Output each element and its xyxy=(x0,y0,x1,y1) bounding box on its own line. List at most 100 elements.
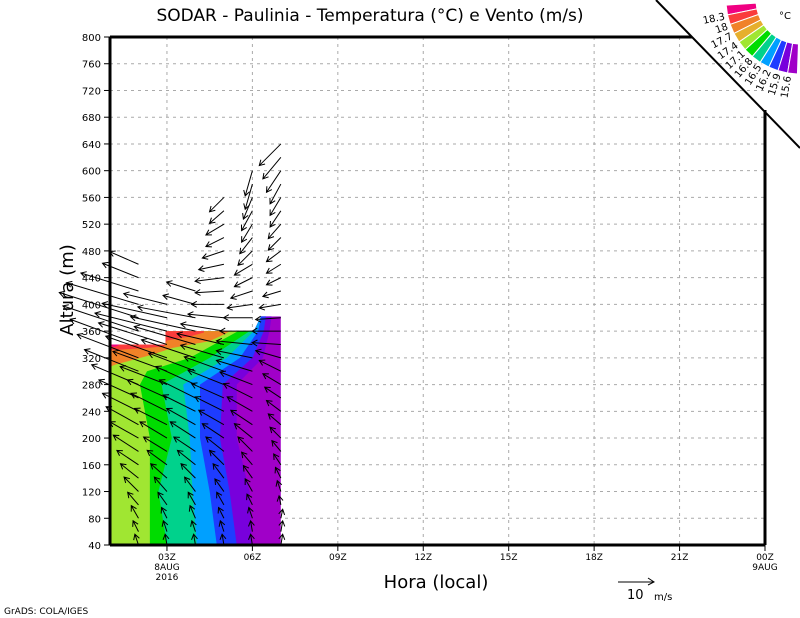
wind-vector xyxy=(130,504,139,519)
wind-vector xyxy=(169,421,196,439)
wind-vector xyxy=(242,464,253,479)
wind-vector xyxy=(126,378,168,399)
wind-vector xyxy=(150,463,168,479)
wind-vector xyxy=(218,519,226,532)
wind-vector xyxy=(119,365,168,386)
y-tick-label: 240 xyxy=(82,407,101,418)
x-tick-date: 8AUG xyxy=(154,563,179,573)
wind-vector xyxy=(208,449,225,466)
legend-label: 18.3 xyxy=(702,12,726,27)
chart-title: SODAR - Paulinia - Temperatura (°C) e Ve… xyxy=(156,6,583,26)
wind-vector xyxy=(162,293,196,305)
wind-vector xyxy=(122,291,168,305)
y-tick-label: 400 xyxy=(82,300,101,311)
wind-vector xyxy=(215,358,253,372)
wind-vector xyxy=(158,379,196,399)
wind-vector xyxy=(153,476,168,492)
legend-swatch xyxy=(787,42,799,75)
wind-vector xyxy=(179,321,224,332)
x-tick-label: 15Z xyxy=(500,553,518,563)
y-tick-label: 800 xyxy=(82,33,101,44)
wind-vector xyxy=(165,407,196,426)
y-tick-label: 560 xyxy=(82,193,101,204)
wind-vector xyxy=(205,436,225,452)
wind-vector xyxy=(93,310,168,332)
x-tick-year: 2016 xyxy=(156,573,179,583)
wind-vector xyxy=(180,463,196,479)
wind-vector xyxy=(101,261,139,279)
wind-vector xyxy=(205,223,225,236)
wind-vector xyxy=(258,143,282,167)
wind-vector xyxy=(194,396,225,412)
wind-vector xyxy=(267,237,282,251)
wind-vector xyxy=(101,301,168,319)
reference-unit: m/s xyxy=(654,592,672,603)
wind-vector xyxy=(188,504,196,519)
x-tick-label: 03Z xyxy=(158,553,176,563)
wind-vector xyxy=(162,394,196,412)
y-tick-label: 320 xyxy=(82,354,101,365)
wind-vector xyxy=(116,449,139,466)
x-tick-label: 06Z xyxy=(244,553,262,563)
wind-vector xyxy=(265,250,282,263)
wind-vector xyxy=(258,303,281,311)
wind-vector xyxy=(267,223,282,240)
wind-vector xyxy=(261,290,282,299)
wind-vector xyxy=(162,533,170,546)
wind-vector xyxy=(119,463,139,479)
y-tick-label: 120 xyxy=(82,488,101,499)
plot-frame xyxy=(108,0,800,547)
wind-vector xyxy=(265,263,282,274)
wind-vector xyxy=(183,355,225,372)
wind-vector xyxy=(184,476,196,492)
vector-reference: 10 m/s xyxy=(618,577,672,603)
y-tick-label: 440 xyxy=(82,274,101,285)
wind-vector xyxy=(191,533,198,546)
wind-vector xyxy=(190,519,197,532)
wind-vector xyxy=(187,491,196,506)
wind-vector xyxy=(140,338,196,359)
wind-vector xyxy=(194,289,224,296)
wind-vector xyxy=(186,311,224,319)
wind-vector xyxy=(58,290,139,319)
wind-vector xyxy=(69,317,139,345)
wind-vector xyxy=(222,314,253,322)
wind-vector xyxy=(165,280,196,292)
wind-vector xyxy=(147,351,196,372)
wind-vector xyxy=(229,290,253,300)
wind-vector xyxy=(173,436,196,452)
wind-vector xyxy=(240,210,253,232)
wind-vector xyxy=(127,491,139,506)
wind-vector xyxy=(271,439,282,452)
wind-vector xyxy=(215,337,253,345)
wind-vector xyxy=(276,494,284,505)
wind-vector xyxy=(194,277,224,285)
wind-vector xyxy=(218,327,253,335)
wind-vector xyxy=(132,519,139,532)
wind-vector xyxy=(248,533,255,546)
wind-vector xyxy=(212,462,225,479)
x-tick-label: 00Z xyxy=(756,553,774,563)
wind-vector xyxy=(215,348,253,359)
wind-vector xyxy=(214,478,225,492)
y-tick-label: 720 xyxy=(82,86,101,97)
wind-vector xyxy=(136,304,196,319)
wind-vector xyxy=(265,399,282,412)
wind-vector xyxy=(161,519,169,532)
wind-vector xyxy=(233,277,253,288)
wind-vector xyxy=(269,183,282,205)
wind-vector xyxy=(275,479,283,492)
wind-vector xyxy=(201,250,225,260)
y-tick-label: 280 xyxy=(82,381,101,392)
wind-vector xyxy=(205,237,225,248)
legend-label: 18 xyxy=(714,22,730,37)
wind-vector xyxy=(226,303,253,311)
wind-vector xyxy=(244,478,253,492)
wind-vector xyxy=(226,396,253,412)
wind-vector xyxy=(160,506,168,519)
x-tick-label: 18Z xyxy=(585,553,603,563)
wind-vector xyxy=(278,533,286,546)
temperature-band xyxy=(110,316,253,545)
x-tick-label: 12Z xyxy=(414,553,432,563)
wind-vector xyxy=(265,170,282,194)
